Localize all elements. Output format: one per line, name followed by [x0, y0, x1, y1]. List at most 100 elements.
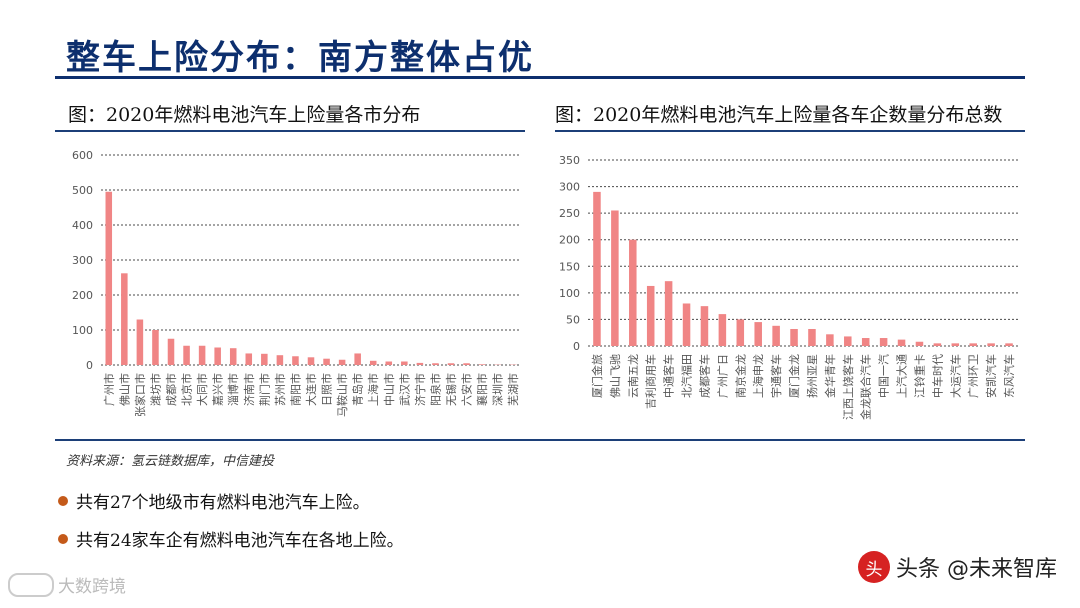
watermark-left: 大数跨境: [8, 572, 126, 597]
bar-北汽福田: [682, 303, 691, 346]
left-bar-chart: 0 100 200 300 400 500 600 广州市 佛山市 张家口市 潍坊市 成都市 北京市 大同…: [72, 149, 521, 417]
x-tick-label: 金华青年: [823, 354, 837, 398]
x-tick-label: 青岛市: [351, 373, 365, 406]
right-caption-rule: [555, 130, 1025, 132]
y-tick-label: 0: [573, 340, 580, 353]
bar-厦门金旅: [593, 191, 601, 346]
y-tick-label: 200: [72, 289, 93, 302]
x-tick-label: 张家口市: [133, 373, 147, 417]
bar-武汉市: [401, 361, 408, 365]
bullet-cities: 共有27个地级市有燃料电池汽车上险。: [58, 488, 370, 513]
x-tick-label: 东风汽车: [1002, 354, 1016, 398]
bar-广州广日: [718, 314, 727, 346]
x-tick-label: 成都市: [164, 373, 178, 406]
x-tick-label: 日照市: [320, 373, 334, 406]
x-tick-label: 江西上饶客车: [841, 354, 855, 420]
left-chart-caption: 图：2020年燃料电池汽车上险量各市分布: [68, 104, 421, 126]
x-tick-label: 北京市: [180, 373, 194, 406]
x-tick-label: 济宁市: [413, 373, 427, 406]
y-tick-label: 100: [559, 287, 580, 300]
bar-苏州市: [276, 355, 284, 365]
bar-成都客车: [700, 306, 709, 346]
x-tick-label: 上汽大通: [895, 354, 909, 398]
x-tick-label: 中山市: [382, 373, 396, 406]
bar-大运汽车: [951, 343, 960, 346]
bar-扬州亚星: [808, 328, 816, 346]
bar-无锡市: [447, 363, 455, 365]
x-tick-label: 广州广日: [716, 354, 729, 398]
y-tick-label: 300: [72, 254, 93, 267]
y-tick-label: 50: [566, 313, 580, 326]
bar-广州市: [105, 191, 113, 365]
bar-上海申龙: [754, 322, 762, 346]
bar-襄阳市: [478, 364, 486, 365]
bullet-text: 共有24家车企有燃料电池汽车在各地上险。: [76, 531, 404, 551]
bar-江铃重卡: [915, 341, 924, 346]
x-tick-label: 成都客车: [697, 354, 711, 398]
x-tick-label: 中国一汽: [877, 354, 891, 398]
watermark-left-text: 大数跨境: [58, 577, 126, 597]
x-tick-label: 大连市: [304, 373, 318, 406]
right-chart-caption: 图：2020年燃料电池汽车上险量各车企数量分布总数: [555, 104, 1003, 126]
x-tick-label: 深圳市: [491, 373, 505, 406]
x-tick-label: 广州市: [102, 373, 116, 406]
bar-金华青年: [826, 334, 834, 346]
x-tick-label: 大运汽车: [948, 354, 962, 398]
bar-佛山市: [121, 273, 128, 365]
bar-北京市: [183, 345, 190, 365]
bar-广州环卫: [969, 343, 977, 346]
y-tick-label: 500: [72, 184, 93, 197]
y-tick-label: 400: [72, 219, 93, 232]
x-tick-label: 佛山市: [117, 373, 131, 406]
x-tick-label: 芜湖市: [506, 373, 520, 406]
y-tick-label: 300: [559, 181, 580, 194]
x-tick-label: 济南市: [242, 373, 256, 406]
x-tick-label: 苏州市: [273, 373, 287, 406]
bar-南京金龙: [736, 319, 745, 346]
bar-荆门市: [261, 353, 268, 365]
bar-安凯汽车: [987, 343, 995, 346]
x-tick-label: 武汉市: [397, 373, 411, 406]
bar-吉利商用车: [646, 285, 655, 346]
bar-成都市: [167, 338, 175, 365]
x-tick-label: 上海申龙: [751, 354, 765, 398]
bar-大同市: [198, 345, 206, 365]
x-tick-label: 南阳市: [288, 373, 302, 406]
bullet-dot-icon: [58, 533, 68, 544]
x-tick-label: 江铃重卡: [912, 354, 926, 398]
x-tick-label: 广州环卫: [967, 354, 980, 398]
x-tick-label: 云南五龙: [627, 354, 640, 398]
x-tick-label: 潍坊市: [148, 373, 162, 406]
bar-嘉兴市: [214, 347, 221, 365]
x-tick-label: 马鞍山市: [335, 373, 349, 417]
bar-厦门金龙: [790, 328, 798, 346]
x-tick-label: 南京金龙: [733, 354, 747, 398]
bar-江西上饶客车: [844, 336, 852, 346]
bar-东风汽车: [1005, 343, 1013, 346]
x-tick-label: 厦门金旅: [590, 354, 604, 398]
bar-马鞍山市: [338, 359, 346, 365]
x-tick-label: 上海市: [366, 373, 380, 406]
x-tick-label: 吉利商用车: [644, 354, 658, 409]
x-tick-label: 厦门金龙: [787, 354, 801, 398]
x-tick-label: 中通客车: [662, 354, 676, 398]
x-tick-label: 金龙联合汽车: [859, 354, 873, 420]
x-tick-label: 中车时代: [930, 354, 944, 398]
bar-济宁市: [416, 362, 424, 365]
bullet-dot-icon: [58, 495, 68, 506]
x-tick-label: 宇通客车: [769, 354, 783, 398]
x-tick-label: 大同市: [195, 373, 209, 406]
bar-日照市: [323, 358, 330, 365]
x-tick-label: 襄阳市: [475, 373, 489, 406]
y-tick-label: 250: [559, 207, 580, 220]
x-tick-label: 嘉兴市: [211, 373, 225, 406]
bullet-automakers: 共有24家车企有燃料电池汽车在各地上险。: [58, 526, 404, 551]
page-title: 整车上险分布：南方整体占优: [66, 38, 534, 78]
bar-中通客车: [664, 281, 673, 346]
bar-上汽大通: [897, 339, 906, 346]
x-tick-label: 无锡市: [444, 373, 458, 406]
bar-宇通客车: [772, 325, 780, 346]
bar-南阳市: [292, 356, 299, 365]
x-tick-label: 六安市: [460, 373, 474, 406]
y-tick-label: 0: [86, 359, 93, 372]
